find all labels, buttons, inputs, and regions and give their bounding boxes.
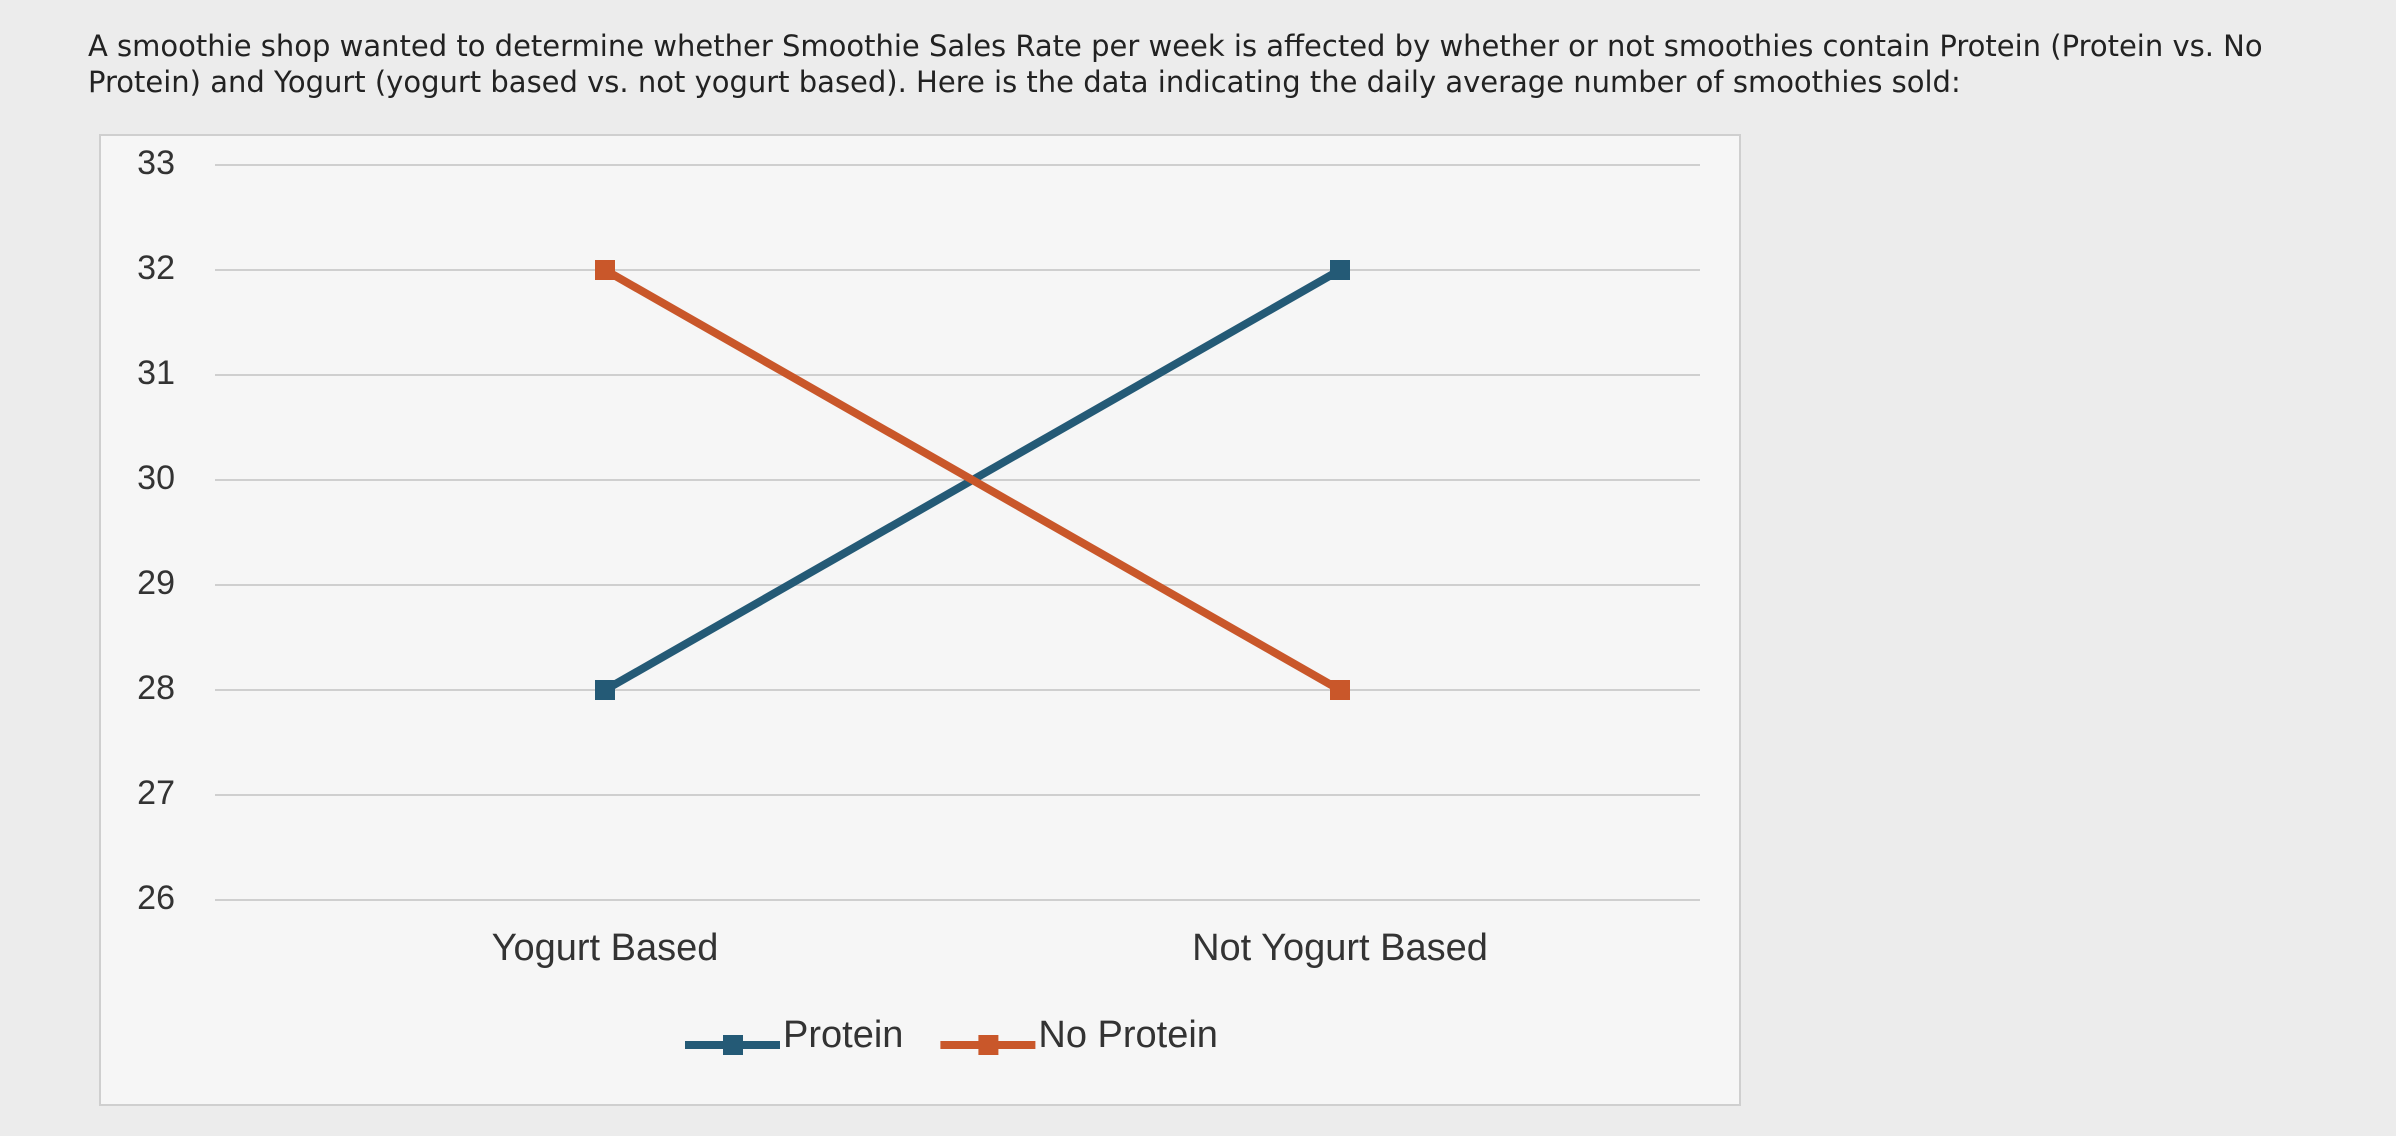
y-tick-label: 28 <box>137 669 175 707</box>
y-tick-label: 31 <box>137 354 175 392</box>
x-tick-label: Not Yogurt Based <box>1192 927 1488 969</box>
y-tick-label: 27 <box>137 774 175 812</box>
x-tick-label: Yogurt Based <box>492 927 719 969</box>
legend-marker <box>978 1035 999 1055</box>
legend-label: No Protein <box>1038 1014 1218 1056</box>
y-tick-label: 32 <box>137 249 175 287</box>
series-line <box>603 266 1342 694</box>
chart-frame <box>99 134 1741 1106</box>
question-text: A smoothie shop wanted to determine whet… <box>88 29 2263 99</box>
y-tick-label: 29 <box>137 564 175 602</box>
legend-label: Protein <box>783 1014 903 1056</box>
point-marker <box>595 680 615 700</box>
point-marker <box>1330 260 1350 280</box>
y-tick-label: 33 <box>137 144 175 182</box>
legend-marker <box>723 1035 743 1055</box>
y-tick-label: 30 <box>137 459 175 497</box>
point-marker <box>595 260 615 280</box>
point-marker <box>1330 680 1350 700</box>
y-tick-label: 26 <box>137 879 175 917</box>
